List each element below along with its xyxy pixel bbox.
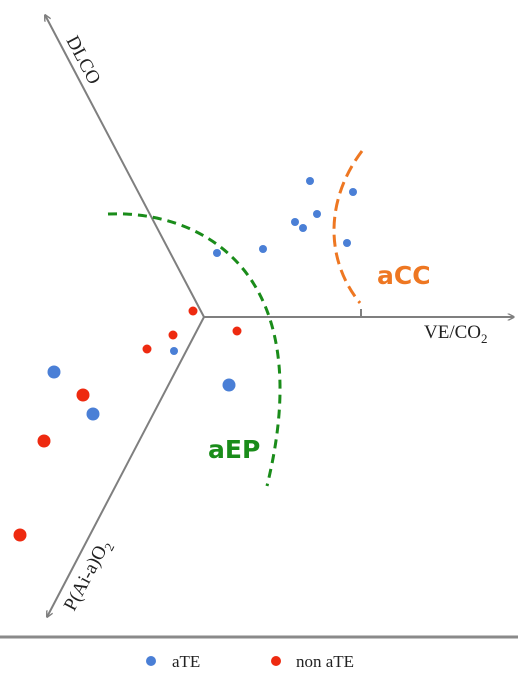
ate-point-10	[47, 365, 61, 379]
non-ate-point-3	[232, 326, 242, 336]
acc-region-label: aCC	[377, 261, 431, 290]
ate-point-11	[86, 407, 100, 421]
data-points	[13, 177, 357, 542]
ve-co2-axis-label: VE/CO2	[424, 322, 488, 346]
non-ate-point-1	[168, 330, 178, 340]
ate-point-5	[343, 239, 351, 247]
non-ate-point-4	[76, 388, 90, 402]
non-ate-point-0	[188, 306, 198, 316]
ate-point-6	[259, 245, 267, 253]
legend-marker-non-ate	[271, 656, 281, 666]
ate-point-4	[299, 224, 307, 232]
dlco-axis	[45, 15, 205, 318]
legend-marker-ate	[146, 656, 156, 666]
ate-point-2	[313, 210, 321, 218]
acc-boundary	[332, 150, 364, 304]
ate-point-7	[213, 249, 221, 257]
non-ate-point-2	[142, 344, 152, 354]
aep-region-label: aEP	[208, 435, 260, 464]
legend-label-ate: aTE	[172, 652, 200, 671]
ate-point-3	[291, 218, 299, 226]
aep-boundary	[107, 212, 282, 487]
non-ate-point-5	[37, 434, 51, 448]
ate-point-0	[306, 177, 314, 185]
ate-point-9	[222, 378, 236, 392]
non-ate-point-6	[13, 528, 27, 542]
paa-o2-axis	[47, 316, 205, 617]
ate-point-8	[170, 347, 178, 355]
ate-point-1	[349, 188, 357, 196]
legend-label-non-ate: non aTE	[296, 652, 354, 671]
